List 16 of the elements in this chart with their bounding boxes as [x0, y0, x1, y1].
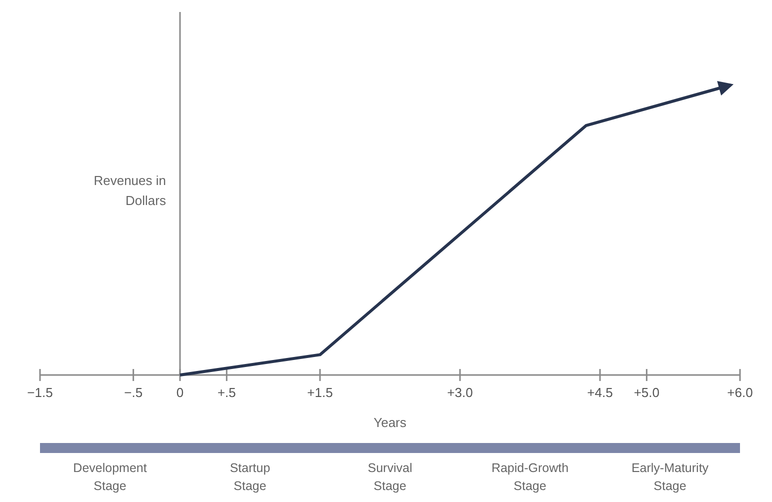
text: Early-Maturity Stage	[631, 461, 710, 493]
x-tick-label: +6.0	[727, 385, 753, 400]
x-tick-label: +1.5	[307, 385, 333, 400]
x-tick-label: 0	[176, 385, 184, 400]
x-tick-label: +5.0	[634, 385, 660, 400]
x-tick-label: −1.5	[27, 385, 53, 400]
text: Rapid-Growth Stage	[491, 461, 569, 493]
x-tick-label: +.5	[217, 385, 236, 400]
x-tick-label: −.5	[124, 385, 143, 400]
x-axis-title: Years	[374, 415, 407, 430]
y-axis-title: Revenues in Dollars	[94, 173, 166, 208]
text: Startup Stage	[230, 461, 270, 493]
x-tick-label: +3.0	[447, 385, 473, 400]
text: Development Stage	[73, 461, 148, 493]
text: Survival Stage	[368, 461, 412, 493]
x-tick-label: +4.5	[587, 385, 613, 400]
